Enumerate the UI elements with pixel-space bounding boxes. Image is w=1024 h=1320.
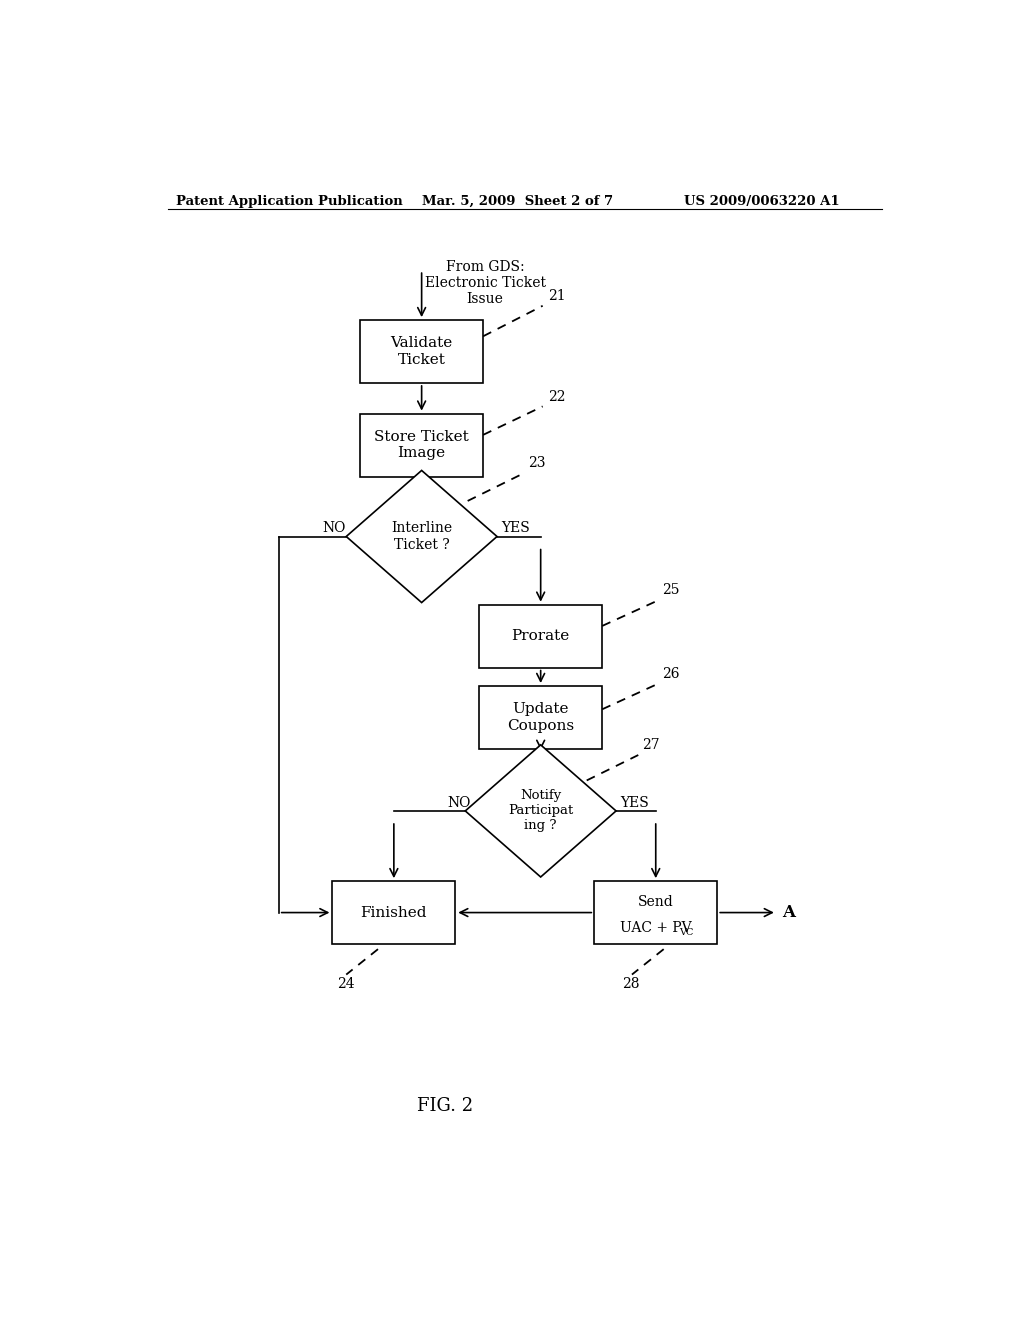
Text: From GDS:
Electronic Ticket
Issue: From GDS: Electronic Ticket Issue — [425, 260, 546, 306]
Text: US 2009/0063220 A1: US 2009/0063220 A1 — [684, 195, 839, 209]
Text: 24: 24 — [337, 977, 354, 990]
Text: Prorate: Prorate — [512, 630, 569, 643]
Text: Update
Coupons: Update Coupons — [507, 702, 574, 733]
Bar — [479, 605, 602, 668]
Text: 23: 23 — [528, 457, 546, 470]
Text: 21: 21 — [548, 289, 566, 302]
Text: YES: YES — [620, 796, 649, 809]
Text: 27: 27 — [642, 738, 659, 752]
Text: Interline
Ticket ?: Interline Ticket ? — [391, 521, 453, 552]
Text: 22: 22 — [548, 391, 565, 404]
Bar — [333, 880, 456, 944]
Text: Finished: Finished — [360, 906, 427, 920]
Text: 26: 26 — [663, 667, 680, 681]
Polygon shape — [346, 470, 497, 602]
Text: YES: YES — [501, 521, 529, 536]
Bar — [479, 686, 602, 748]
Text: Patent Application Publication: Patent Application Publication — [176, 195, 402, 209]
Text: NO: NO — [323, 521, 346, 536]
Bar — [360, 413, 483, 477]
Text: A: A — [782, 904, 796, 921]
Text: VC: VC — [679, 928, 693, 937]
Text: Validate
Ticket: Validate Ticket — [390, 337, 453, 367]
Text: Notify
Participat
ing ?: Notify Participat ing ? — [508, 789, 573, 833]
Text: 28: 28 — [623, 977, 640, 990]
Text: 25: 25 — [663, 583, 680, 598]
Text: Send: Send — [638, 895, 674, 909]
Text: NO: NO — [447, 796, 470, 809]
Bar — [360, 319, 483, 383]
Text: UAC + PV: UAC + PV — [620, 921, 691, 935]
Bar — [594, 880, 717, 944]
Polygon shape — [465, 744, 616, 876]
Text: Mar. 5, 2009  Sheet 2 of 7: Mar. 5, 2009 Sheet 2 of 7 — [422, 195, 612, 209]
Text: Store Ticket
Image: Store Ticket Image — [374, 430, 469, 461]
Text: FIG. 2: FIG. 2 — [418, 1097, 473, 1114]
